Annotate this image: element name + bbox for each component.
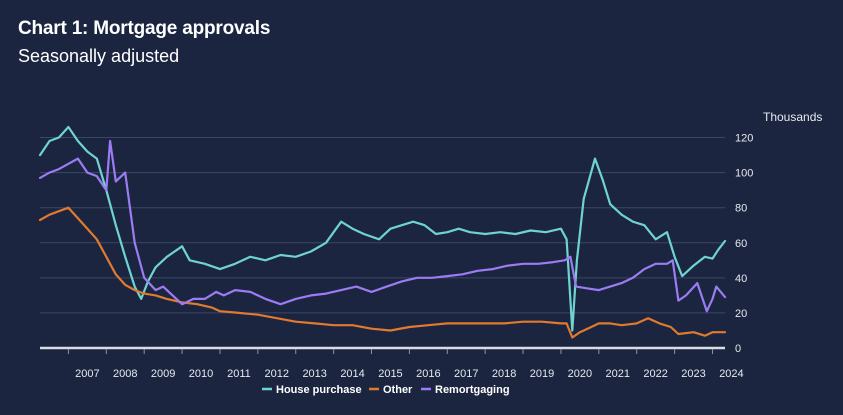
x-tick-label: 2014: [340, 368, 364, 380]
gridlines: [40, 137, 725, 314]
y-tick-label: 100: [735, 168, 753, 180]
y-tick-label: 80: [735, 203, 747, 215]
y-tick-label: 40: [735, 273, 747, 285]
x-tick-label: 2008: [113, 368, 137, 380]
legend-label: Remortgaging: [435, 384, 510, 396]
x-tick-label: 2011: [227, 368, 251, 380]
y-axis-ticks: 0 20 40 60 80 100 120: [735, 133, 753, 355]
y-axis-unit-label: Thousands: [763, 110, 823, 124]
x-tick-label: 2009: [151, 368, 175, 380]
x-tick-label: 2020: [568, 368, 592, 380]
y-tick-label: 20: [735, 308, 747, 320]
x-tick-label: 2010: [189, 368, 213, 380]
x-tick-label: 2015: [378, 368, 402, 380]
x-tick-label: 2007: [75, 368, 99, 380]
series-lines: [38, 125, 727, 339]
x-tick-label: 2017: [454, 368, 478, 380]
y-tick-label: 120: [735, 133, 753, 145]
legend: House purchase Other Remortgaging: [262, 384, 510, 396]
y-tick-label: 60: [735, 238, 747, 250]
x-tick-label: 2016: [416, 368, 440, 380]
legend-label: Other: [383, 384, 413, 396]
x-tick-label: 2023: [681, 368, 705, 380]
x-axis-ticks: 2007 2008 2009 2010 2011 2012 2013 2014 2015 2016…: [67, 349, 744, 380]
x-tick-label: 2013: [302, 368, 326, 380]
x-tick-label: 2024: [719, 368, 743, 380]
series-line-house-purchase: [38, 125, 727, 332]
x-tick-label: 2022: [643, 368, 667, 380]
y-tick-label: 0: [735, 343, 741, 355]
series-line-other: [38, 206, 727, 339]
x-tick-label: 2018: [492, 368, 516, 380]
x-tick-label: 2012: [265, 368, 289, 380]
x-tick-label: 2021: [606, 368, 630, 380]
series-line-remortgaging: [38, 139, 727, 313]
chart-title: Chart 1: Mortgage approvals: [18, 18, 271, 39]
x-tick-label: 2019: [530, 368, 554, 380]
legend-label: House purchase: [276, 384, 362, 396]
chart-subtitle: Seasonally adjusted: [18, 46, 180, 66]
